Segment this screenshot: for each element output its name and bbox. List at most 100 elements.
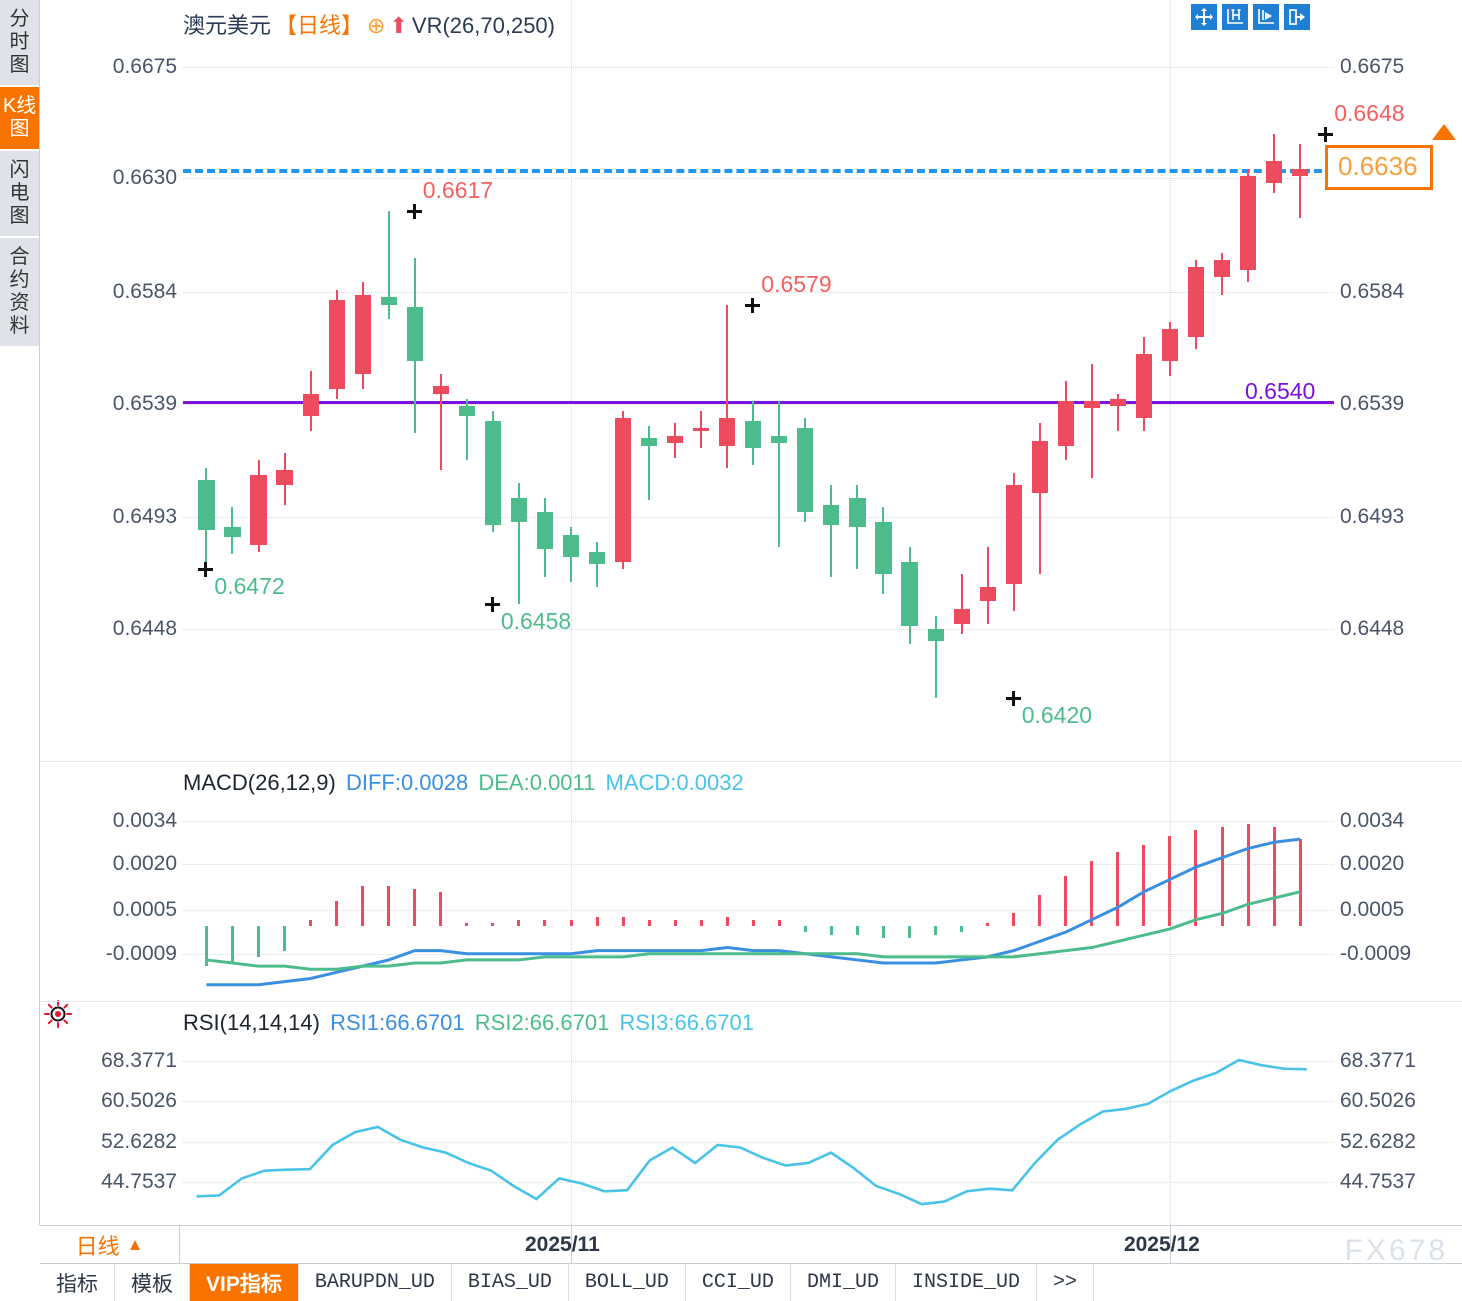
macd-histogram-bar xyxy=(1298,839,1302,926)
macd-histogram-bar xyxy=(621,916,625,926)
macd-histogram-bar xyxy=(986,922,990,926)
price-annotation-label: 0.6472 xyxy=(214,573,285,600)
macd-histogram-bar xyxy=(387,885,391,926)
macd-histogram-bar xyxy=(934,925,938,936)
gridline xyxy=(183,1182,1334,1184)
macd-histogram-bar xyxy=(803,925,807,933)
y-axis-label-left: 68.3771 xyxy=(101,1048,177,1072)
candle-body xyxy=(588,551,606,565)
macd-histogram-bar xyxy=(1038,894,1042,926)
sidebar-item-contract-info[interactable]: 合约资料 xyxy=(0,238,39,348)
price-plot[interactable] xyxy=(183,0,1334,761)
macd-histogram-bar xyxy=(908,925,912,939)
crosshair-move-icon[interactable] xyxy=(1191,4,1217,30)
price-panel[interactable]: 澳元美元 【日线】 ⊕ ⬆ VR(26,70,250) 0.6675 0.6675 0.66… xyxy=(40,0,1462,762)
tab-dmi-ud[interactable]: DMI_UD xyxy=(791,1264,896,1301)
tab-more[interactable]: >> xyxy=(1037,1264,1094,1301)
macd-panel[interactable]: MACD(26,12,9) DIFF:0.0028 DEA:0.0011 MAC… xyxy=(40,762,1462,1002)
macd-diff-value: DIFF:0.0028 xyxy=(345,770,469,795)
macd-histogram-bar xyxy=(1220,826,1224,926)
reference-line-dashed xyxy=(183,168,1334,173)
expand-right-icon[interactable] xyxy=(1284,4,1310,30)
gridline xyxy=(183,1060,1334,1062)
period-selector-label: 日线 xyxy=(75,1233,120,1259)
sidebar-item-candlestick-chart[interactable]: K线图 xyxy=(0,87,39,151)
candle-body xyxy=(1187,267,1205,337)
rsi1-value: RSI1:66.6701 xyxy=(330,1010,465,1035)
candle-body xyxy=(1005,485,1022,585)
gridline xyxy=(183,628,1334,630)
candle-wick xyxy=(465,398,468,461)
macd-histogram-bar xyxy=(1272,826,1276,926)
macd-dea-value: DEA:0.0011 xyxy=(478,770,596,795)
y-axis-label-left: 0.6584 xyxy=(112,280,177,304)
tab-template[interactable]: 模板 xyxy=(115,1264,190,1301)
candle-wick xyxy=(934,616,937,698)
sidebar-item-lightning-chart[interactable]: 闪电图 xyxy=(0,151,39,238)
candle-body xyxy=(797,428,814,513)
price-annotation-label: 0.6579 xyxy=(761,270,832,297)
macd-histogram-bar xyxy=(257,925,261,957)
candle-body xyxy=(1083,401,1100,409)
vertical-gridline xyxy=(1169,0,1171,761)
y-axis-label-right: 0.6448 xyxy=(1340,616,1405,640)
price-marker-cross xyxy=(406,203,422,219)
candle-body xyxy=(641,438,658,446)
macd-title: MACD(26,12,9) xyxy=(183,770,336,795)
macd-histogram-bar xyxy=(230,925,234,964)
macd-histogram-bar xyxy=(1012,913,1016,926)
macd-histogram-bar xyxy=(1194,829,1198,926)
candle-body xyxy=(510,497,527,523)
tab-vip-indicator[interactable]: VIP指标 xyxy=(190,1264,299,1301)
candle-body xyxy=(432,386,449,394)
macd-histogram-bar xyxy=(413,888,417,926)
rsi-line xyxy=(196,1058,1307,1206)
macd-histogram-bar xyxy=(1246,823,1250,926)
price-marker-cross xyxy=(1318,126,1334,142)
zoom-fit-icon[interactable] xyxy=(1253,4,1279,30)
tab-boll-ud[interactable]: BOLL_UD xyxy=(569,1264,686,1301)
macd-histogram-bar xyxy=(647,919,651,926)
rsi-title: RSI(14,14,14) xyxy=(183,1010,320,1035)
candle-body xyxy=(354,294,371,374)
rsi-panel[interactable]: RSI(14,14,14) RSI1:66.6701 RSI2:66.6701 … xyxy=(40,1002,1462,1225)
candle-wick xyxy=(1116,393,1119,431)
macd-histogram-bar xyxy=(751,919,755,926)
tab-bias-ud[interactable]: BIAS_UD xyxy=(452,1264,569,1301)
period-label: 【日线】 xyxy=(275,13,364,38)
y-axis-label-right: 0.6493 xyxy=(1340,505,1405,529)
measure-icon[interactable] xyxy=(1222,4,1248,30)
candle-wick xyxy=(960,574,963,634)
y-axis-label-left: 0.0034 xyxy=(112,808,177,832)
tab-cci-ud[interactable]: CCI_UD xyxy=(686,1264,791,1301)
gridline xyxy=(183,1141,1334,1143)
period-selector-button[interactable]: 日线 ▲ xyxy=(40,1226,180,1263)
chart-canvas[interactable]: 澳元美元 【日线】 ⊕ ⬆ VR(26,70,250) 0.6675 0.6675 0.66… xyxy=(40,0,1462,1225)
sidebar-item-timeline-chart[interactable]: 分时图 xyxy=(0,0,39,87)
candle-wick xyxy=(986,547,989,624)
candle-body xyxy=(562,534,580,557)
vr-indicator-label: VR(26,70,250) xyxy=(411,13,555,38)
tab-inside-ud[interactable]: INSIDE_UD xyxy=(896,1264,1037,1301)
candle-body xyxy=(198,480,215,530)
macd-histogram-bar xyxy=(1116,851,1120,926)
tab-indicator[interactable]: 指标 xyxy=(40,1264,115,1301)
y-axis-label-left: -0.0009 xyxy=(105,941,177,965)
macd-histogram-bar xyxy=(673,919,677,926)
tab-barupdn-ud[interactable]: BARUPDN_UD xyxy=(299,1264,452,1301)
y-axis-label-left: 52.6282 xyxy=(101,1129,177,1153)
macd-histogram-bar xyxy=(517,919,521,926)
period-bar: 日线 ▲ FX678 2025/11 2025/12 xyxy=(40,1225,1462,1267)
vertical-gridline xyxy=(571,1002,572,1225)
candle-wick xyxy=(1038,423,1041,575)
macd-histogram-bar xyxy=(335,901,339,926)
candle-wick xyxy=(778,401,781,548)
symbol-label: 澳元美元 xyxy=(183,13,272,38)
left-sidebar: 分时图 K线图 闪电图 合约资料 xyxy=(0,0,40,1225)
brightness-sun-icon[interactable] xyxy=(41,998,75,1030)
candle-body xyxy=(536,512,554,550)
current-price-tag[interactable]: 0.6636 xyxy=(1325,145,1433,190)
chart-toolbar xyxy=(1191,4,1310,30)
macd-histogram-bar xyxy=(725,916,729,926)
macd-histogram-bar xyxy=(699,919,703,926)
